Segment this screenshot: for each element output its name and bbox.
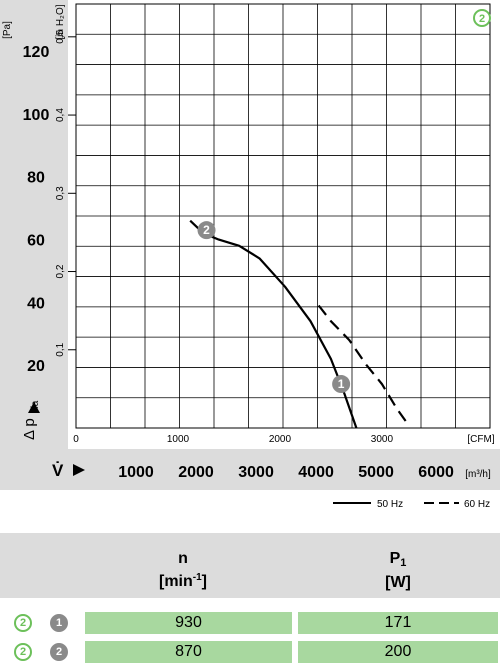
y-tick-label: 60	[27, 233, 45, 250]
y-axis-label: Δ p fa	[21, 400, 41, 440]
version-badge-label: 2	[479, 13, 485, 25]
grid	[76, 4, 490, 428]
x-tick-label: 3000	[371, 434, 394, 445]
curve-60hz	[317, 304, 410, 426]
table-body: 2 1 930 171 2 2 870 200	[0, 598, 500, 667]
curve-marker-label: 1	[338, 377, 345, 391]
header-p1: P1 [W]	[318, 549, 478, 592]
cell-p1: 171	[298, 612, 498, 634]
x-secondary-tick-label: 3000	[238, 464, 274, 481]
x-secondary-tick-label: 1000	[118, 464, 154, 481]
header-p1-main: P1	[389, 550, 407, 569]
x-unit-label: [CFM]	[467, 434, 494, 445]
circle-green-icon: 2	[14, 614, 32, 632]
x-tick-label: 0	[73, 434, 79, 445]
cell-p1: 200	[298, 641, 498, 663]
y-secondary-tick-label: 0,2	[55, 264, 66, 278]
data-table: n [min-1] P1 [W] 2 1 930 171 2 2 870 200	[0, 533, 500, 667]
header-n-unit: [min-1]	[158, 572, 207, 590]
plot-border	[75, 3, 491, 429]
legend-item-50hz: 50 Hz	[377, 499, 403, 510]
y-secondary-tick-label: 0,1	[55, 342, 66, 356]
x-secondary-tick-label: 6000	[418, 464, 454, 481]
x-axis-arrow-icon	[73, 464, 85, 476]
y-unit-label: [Pa]	[2, 21, 13, 39]
curve-markers: 12	[197, 221, 351, 394]
table-row: 2 2 870 200	[0, 641, 500, 665]
y-tick-label: 120	[23, 44, 50, 61]
y-secondary-tick-label: 0,5	[55, 29, 66, 43]
y-axis-label-sub: fa	[30, 400, 41, 409]
x-secondary-tick-label: 2000	[178, 464, 214, 481]
y-secondary-tick-labels: 0,1 0,2 0,3 0,4 0,5	[55, 29, 76, 357]
curve-marker-icon	[332, 375, 351, 394]
y-tick-labels: 20 40 60 80 100 120	[23, 44, 50, 375]
x-axis-label: V̇	[52, 461, 64, 480]
header-n-main: n	[178, 550, 188, 567]
curve-marker-icon	[197, 221, 216, 240]
y-axis-arrow-icon	[28, 402, 40, 413]
cell-n: 870	[85, 641, 292, 663]
y-secondary-tick-label: 0,4	[55, 108, 66, 122]
y-tick-label: 80	[27, 170, 45, 187]
table-header: n [min-1] P1 [W]	[0, 533, 500, 593]
circle-gray-icon: 2	[50, 643, 68, 661]
x-secondary-unit-label: [m³/h]	[465, 469, 491, 480]
legend-item-60hz: 60 Hz	[464, 499, 490, 510]
circle-gray-icon: 1	[50, 614, 68, 632]
x-secondary-tick-labels: 1000 2000 3000 4000 5000 6000	[118, 464, 454, 481]
legend: 50 Hz 60 Hz	[333, 499, 490, 510]
y-tick-label: 20	[27, 358, 45, 375]
curve-marker-label: 2	[203, 223, 210, 237]
x-secondary-tick-label: 5000	[358, 464, 394, 481]
version-badge-icon	[473, 9, 491, 27]
circle-green-icon: 2	[14, 643, 32, 661]
x-axis-panel	[68, 449, 500, 490]
x-secondary-tick-label: 4000	[298, 464, 334, 481]
table-row: 2 1 930 171	[0, 612, 500, 636]
x-tick-label: 2000	[269, 434, 292, 445]
y-tick-label: 100	[23, 107, 50, 124]
y-secondary-unit-label: [in H₂O]	[55, 4, 66, 39]
header-n: n [min-1]	[103, 549, 263, 591]
x-tick-label: 1000	[167, 434, 190, 445]
y-tick-label: 40	[27, 295, 45, 312]
y-axis-label-main: Δ p	[21, 418, 38, 440]
y-secondary-tick-label: 0,3	[55, 186, 66, 200]
header-p1-unit: [W]	[385, 574, 411, 591]
cell-n: 930	[85, 612, 292, 634]
x-tick-labels: 0 1000 2000 3000	[73, 434, 393, 445]
